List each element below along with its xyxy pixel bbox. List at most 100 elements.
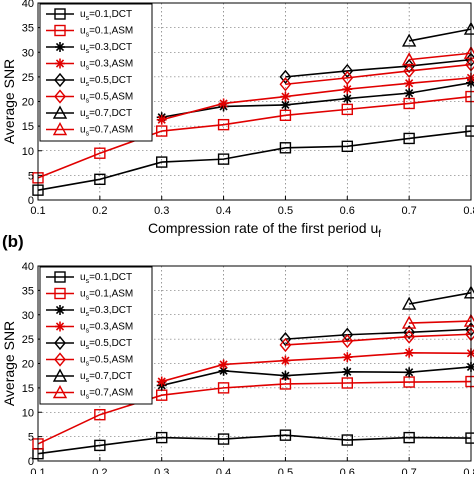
- x-tick-label: 0.2: [92, 467, 107, 474]
- legend-entry-symbol: u: [80, 289, 86, 300]
- y-tick-label: 30: [22, 310, 34, 322]
- legend-entry-text: =0.7,ASM: [89, 388, 133, 399]
- data-point: [279, 109, 292, 121]
- legend-entry-3: us=0.3,DCT: [80, 42, 132, 55]
- series-line-7: [409, 292, 472, 305]
- series-line-8: [409, 320, 472, 324]
- data-point: [403, 329, 416, 344]
- y-tick-label: 0: [28, 195, 34, 207]
- legend-entry-symbol: u: [80, 338, 86, 349]
- legend-entry-subscript: s: [86, 15, 90, 22]
- legend-entry-subscript: s: [86, 81, 90, 88]
- legend-entry-4: us=0.3,ASM: [80, 59, 133, 72]
- data-point: [342, 84, 353, 95]
- legend-entry-symbol: u: [80, 355, 86, 366]
- legend-entry-text: =0.3,ASM: [89, 59, 133, 70]
- legend-marker: [54, 352, 66, 367]
- legend-entry-symbol: u: [80, 108, 86, 119]
- x-tick-label: 0.7: [401, 205, 416, 217]
- data-point: [218, 98, 229, 109]
- y-tick-label: 20: [22, 97, 34, 109]
- legend-entry-2: us=0.1,ASM: [80, 26, 133, 39]
- y-tick-label: 20: [22, 359, 34, 371]
- legend-entry-text: =0.1,ASM: [89, 289, 133, 300]
- legend-marker: [55, 321, 65, 332]
- legend-entry-symbol: u: [80, 125, 86, 136]
- legend-entry-8: us=0.7,ASM: [80, 388, 133, 401]
- data-point: [342, 366, 353, 377]
- x-tick-label: 0.5: [278, 467, 293, 474]
- legend-entry-symbol: u: [80, 42, 86, 53]
- legend-entry-symbol: u: [80, 59, 86, 70]
- data-point: [341, 377, 353, 389]
- series-line-3: [161, 81, 472, 119]
- legend-entry-6: us=0.5,ASM: [80, 355, 133, 368]
- legend-entry-subscript: s: [86, 32, 90, 39]
- data-point: [404, 367, 415, 378]
- data-point: [341, 140, 353, 153]
- data-point: [341, 63, 354, 79]
- data-point: [280, 99, 291, 110]
- data-point: [280, 355, 291, 366]
- legend-entry-subscript: s: [86, 48, 90, 55]
- x-tick-label: 0.4: [216, 205, 231, 217]
- legend-marker: [52, 105, 68, 119]
- data-point: [156, 156, 168, 168]
- legend-entry-text: =0.5,ASM: [89, 92, 133, 103]
- series-line-1: [37, 130, 472, 191]
- legend-entry-symbol: u: [80, 92, 86, 103]
- y-tick-label: 35: [22, 285, 34, 297]
- legend-entry-text: =0.7,DCT: [89, 108, 132, 119]
- legend-marker: [54, 72, 66, 88]
- y-tick-label: 15: [22, 121, 34, 133]
- series-line-3: [161, 366, 472, 387]
- x-tick-label: 0.3: [154, 467, 169, 474]
- y-tick-label: 40: [22, 261, 34, 273]
- data-point: [217, 433, 230, 445]
- data-point: [218, 359, 229, 370]
- legend-entry-text: =0.7,DCT: [89, 371, 132, 382]
- legend-marker: [54, 8, 66, 20]
- legend-entry-7: us=0.7,DCT: [80, 108, 132, 121]
- series-line-8: [409, 52, 472, 61]
- data-point: [404, 78, 415, 89]
- legend-entry-symbol: u: [80, 371, 86, 382]
- data-point: [217, 153, 230, 165]
- legend-marker: [55, 58, 65, 69]
- legend-entry-symbol: u: [80, 272, 86, 283]
- legend-marker: [52, 122, 68, 136]
- legend-entry-5: us=0.5,DCT: [80, 75, 132, 88]
- data-point: [279, 429, 292, 441]
- series-line-6: [285, 63, 472, 86]
- series-line-1: [37, 434, 472, 455]
- data-point: [341, 70, 354, 85]
- legend-entry-text: =0.3,DCT: [89, 42, 132, 53]
- data-point: [279, 69, 292, 84]
- data-point: [156, 114, 167, 125]
- legend-marker: [54, 24, 66, 37]
- chart-panel-1: 0.1 0.2 0.3 0.4 0.5 0.6 0.7 0.8 0 5 10 15 20 25 30 35 40…: [1, 0, 474, 240]
- x-axis-label: Compression rate of the first period uf: [148, 220, 381, 240]
- legend-entry-subscript: s: [86, 394, 90, 401]
- data-point: [156, 125, 168, 137]
- legend-entry-2: us=0.1,ASM: [80, 289, 133, 302]
- x-tick-label: 0.2: [92, 205, 107, 217]
- data-point: [401, 296, 417, 310]
- x-tick-label: 0.8: [463, 205, 474, 217]
- data-point: [403, 325, 416, 340]
- data-point: [341, 434, 353, 446]
- legend-marker: [55, 305, 65, 315]
- data-point: [279, 77, 292, 92]
- series-line-5: [285, 328, 472, 340]
- legend: us=0.1,DCTus=0.1,ASMus=0.3,DCTus=0.3,ASM…: [39, 266, 153, 405]
- data-point: [341, 103, 353, 116]
- legend-entry-subscript: s: [86, 98, 90, 105]
- series-line-4: [161, 351, 472, 383]
- legend-entry-4: us=0.3,ASM: [80, 322, 133, 335]
- data-point: [403, 97, 415, 110]
- data-point: [94, 173, 106, 186]
- legend-marker: [54, 271, 66, 283]
- legend: us=0.1,DCTus=0.1,ASMus=0.3,DCTus=0.3,ASM…: [39, 3, 153, 142]
